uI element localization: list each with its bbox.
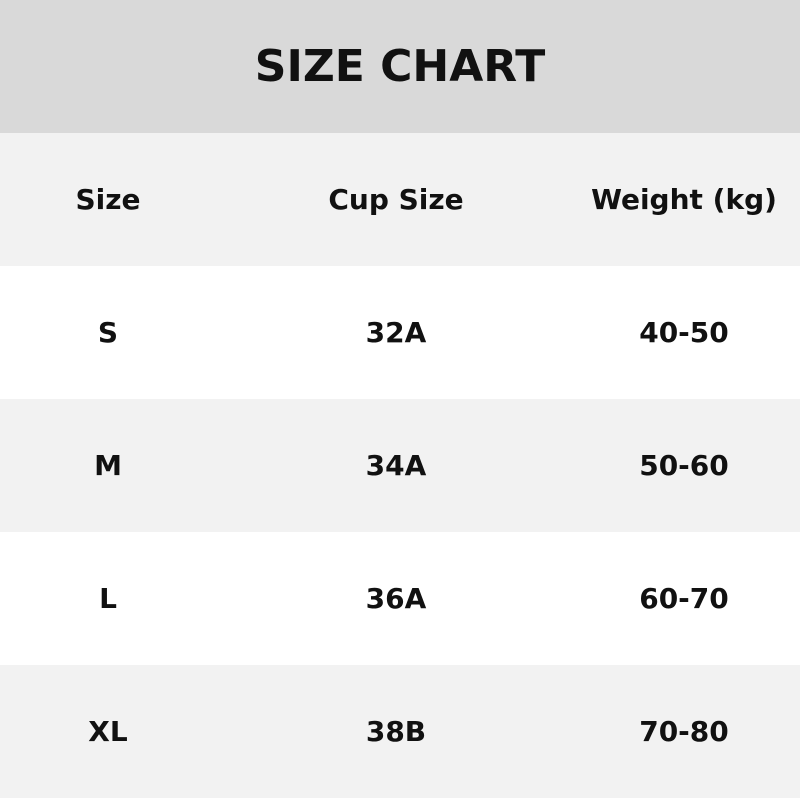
cup-size-cell: 32A — [365, 316, 427, 349]
size-cell: L — [99, 582, 117, 615]
weight-cell: 50-60 — [639, 449, 729, 482]
weight-cell: 60-70 — [639, 582, 729, 615]
column-header-cup-size: Cup Size — [328, 183, 464, 216]
size-cell: S — [97, 316, 119, 349]
table-row: XL 38B 70-80 — [0, 665, 800, 798]
table-header: Size Cup Size Weight (kg) — [0, 133, 800, 266]
column-header-weight: Weight (kg) — [591, 183, 777, 216]
size-cell: XL — [88, 715, 128, 748]
weight-cell: 70-80 — [639, 715, 729, 748]
page-title: SIZE CHART — [0, 0, 800, 133]
table-row: M 34A 50-60 — [0, 399, 800, 532]
column-header-size: Size — [75, 183, 141, 216]
table-row: L 36A 60-70 — [0, 532, 800, 665]
weight-cell: 40-50 — [639, 316, 729, 349]
cup-size-cell: 36A — [365, 582, 427, 615]
table-row: S 32A 40-50 — [0, 266, 800, 399]
size-cell: M — [94, 449, 122, 482]
cup-size-cell: 38B — [365, 715, 427, 748]
cup-size-cell: 34A — [365, 449, 427, 482]
